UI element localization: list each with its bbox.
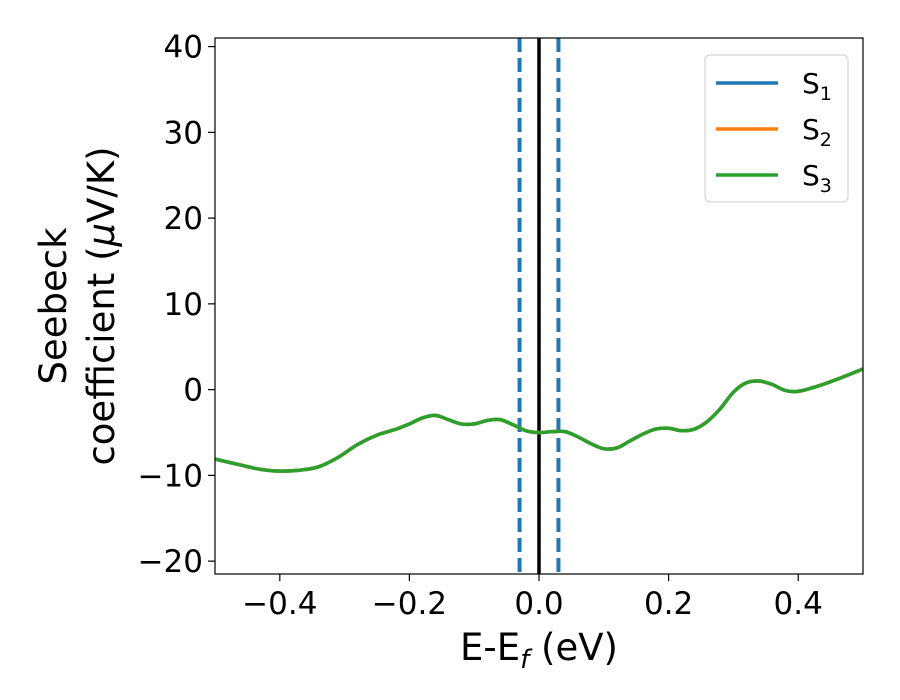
legend-label: S1 (802, 67, 832, 105)
y-tick-label: 30 (164, 115, 203, 151)
series-line-s3 (215, 367, 863, 473)
y-tick-label: 20 (164, 201, 203, 237)
legend-label: S3 (802, 159, 832, 197)
y-axis-label-line1: Seebeck (32, 227, 75, 385)
x-axis-label: E-Ef (eV) (460, 626, 618, 675)
x-tick-label: 0.4 (774, 586, 823, 622)
y-tick-label: −10 (138, 458, 203, 494)
plot-area (215, 38, 863, 574)
x-tick-label: −0.2 (372, 586, 447, 622)
legend-label: S2 (802, 113, 832, 151)
y-axis: −20 −10 0 10 20 30 40 (138, 30, 215, 580)
y-tick-label: −20 (138, 544, 203, 580)
y-axis-label-line2: coefficient (μV/K) (80, 146, 123, 465)
x-tick-label: −0.4 (242, 586, 317, 622)
x-tick-label: 0.2 (644, 586, 693, 622)
x-axis: −0.4 −0.2 0.0 0.2 0.4 (242, 574, 823, 622)
x-tick-label: 0.0 (514, 586, 563, 622)
y-tick-label: 40 (164, 30, 203, 66)
y-tick-label: 0 (183, 373, 203, 409)
legend: S1 S2 S3 (704, 54, 849, 203)
y-tick-label: 10 (164, 287, 203, 323)
